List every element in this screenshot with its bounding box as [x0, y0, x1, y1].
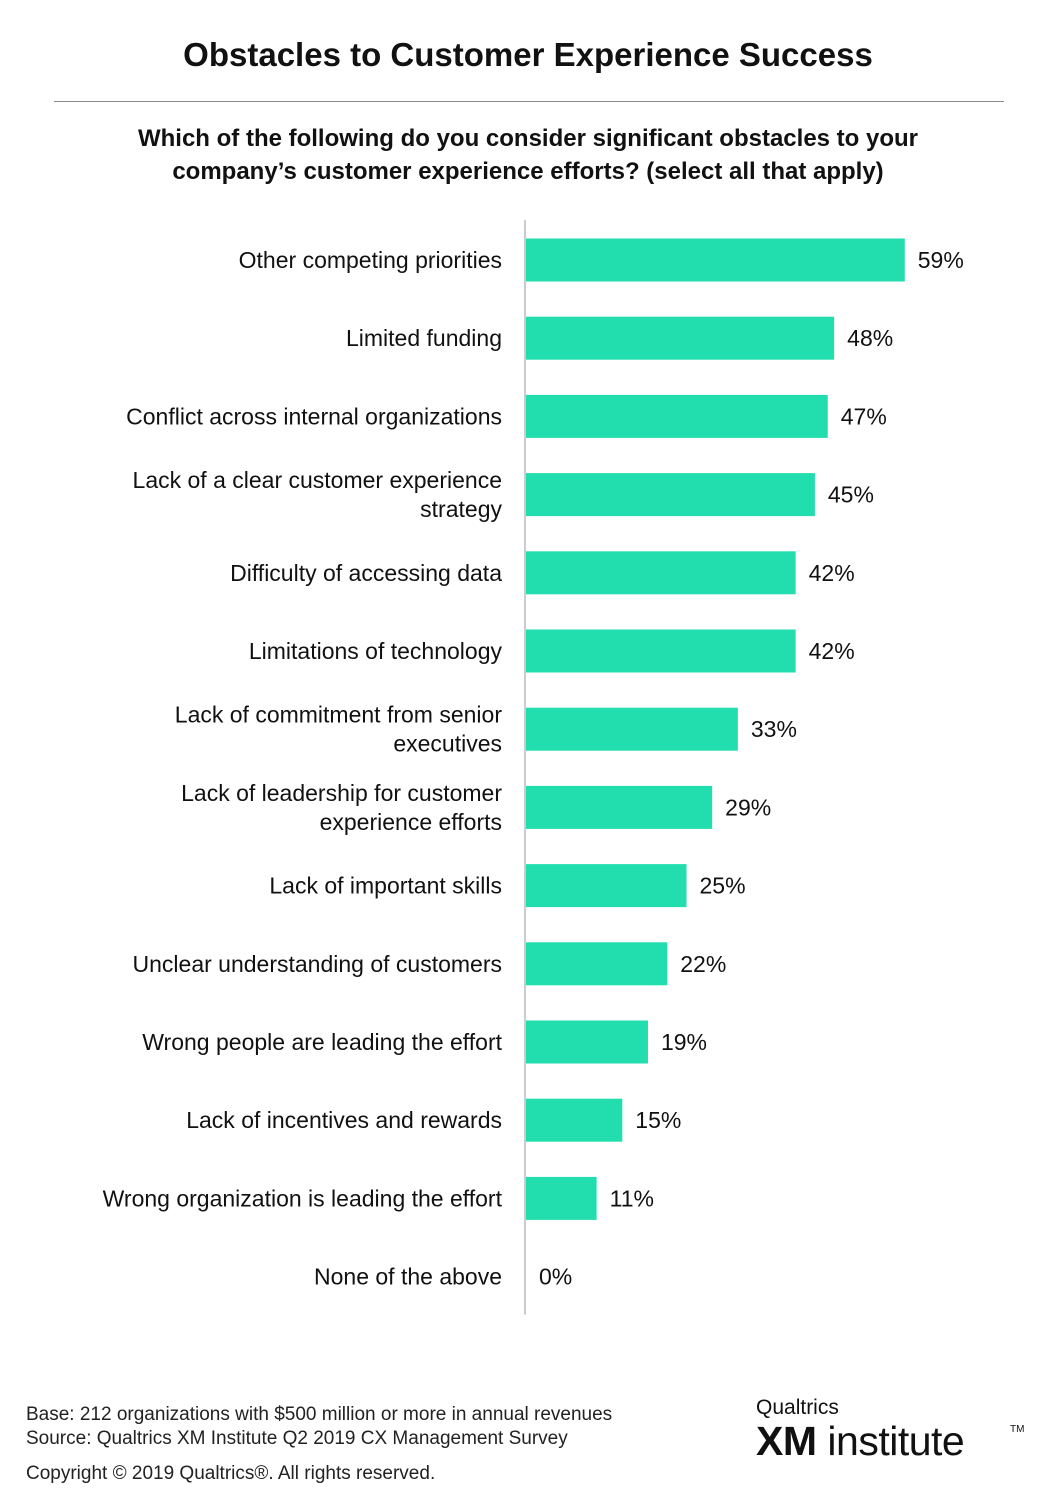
value-label: 25%	[700, 873, 746, 899]
logo-institute: institute	[827, 1418, 965, 1464]
bar	[526, 629, 796, 673]
bar	[526, 707, 738, 751]
chart-title: Obstacles to Customer Experience Success	[183, 36, 873, 73]
qualtrics-xm-institute-logo: Qualtrics XM institute TM	[756, 1396, 1036, 1472]
value-label: 19%	[661, 1029, 707, 1055]
title-divider	[54, 101, 1004, 102]
bar	[526, 238, 905, 282]
value-label: 47%	[841, 403, 887, 429]
footer-source: Source: Qualtrics XM Institute Q2 2019 C…	[26, 1428, 568, 1449]
bar	[526, 1020, 648, 1064]
value-label: 59%	[918, 247, 964, 273]
bar	[526, 551, 796, 595]
category-label: Conflict across internal organizations	[126, 403, 502, 429]
category-label: Lack of incentives and rewards	[186, 1107, 502, 1133]
value-label: 48%	[847, 325, 893, 351]
category-label: Difficulty of accessing data	[230, 560, 502, 586]
value-label: 42%	[809, 638, 855, 664]
category-label: Other competing priorities	[239, 247, 502, 273]
category-label: Lack of commitment from senior	[175, 702, 503, 728]
category-label: Lack of important skills	[269, 873, 502, 899]
category-label: Wrong organization is leading the effort	[103, 1185, 503, 1211]
logo-xm-institute-text: XM institute	[756, 1418, 965, 1465]
value-label: 29%	[725, 794, 771, 820]
logo-xm: XM	[756, 1418, 817, 1464]
bar	[526, 473, 815, 517]
category-label: None of the above	[314, 1264, 502, 1290]
value-label: 15%	[635, 1107, 681, 1133]
value-label: 11%	[610, 1185, 654, 1211]
category-label: Unclear understanding of customers	[133, 951, 502, 977]
logo-qualtrics-text: Qualtrics	[756, 1396, 839, 1419]
value-label: 42%	[809, 560, 855, 586]
logo-trademark: TM	[1010, 1424, 1025, 1435]
category-label: Limited funding	[346, 325, 502, 351]
subtitle-line-1: Which of the following do you consider s…	[137, 125, 919, 152]
category-label: strategy	[420, 496, 502, 522]
subtitle-line-2: company’s customer experience efforts? (…	[172, 158, 884, 185]
value-label: 0%	[539, 1264, 572, 1290]
bar	[526, 942, 668, 986]
bar	[526, 1176, 597, 1220]
category-label: executives	[393, 731, 502, 757]
chart-subtitle: Which of the following do you consider s…	[60, 122, 996, 188]
category-label: Lack of a clear customer experience	[133, 467, 502, 493]
footer-copyright: Copyright © 2019 Qualtrics®. All rights …	[26, 1463, 436, 1484]
bar-chart: Other competing priorities 59% Limited fun…	[103, 220, 964, 1315]
category-label: Limitations of technology	[249, 638, 503, 664]
bar	[526, 864, 687, 908]
bar	[526, 785, 713, 829]
bar	[526, 1098, 623, 1142]
value-label: 33%	[751, 716, 797, 742]
category-label: Lack of leadership for customer	[181, 780, 502, 806]
category-label: experience efforts	[320, 809, 502, 835]
category-label: Wrong people are leading the effort	[142, 1029, 502, 1055]
bar	[526, 316, 835, 360]
value-label: 22%	[680, 951, 726, 977]
bar	[526, 394, 828, 438]
value-label: 45%	[828, 482, 874, 508]
footer-base: Base: 212 organizations with $500 millio…	[26, 1404, 613, 1425]
